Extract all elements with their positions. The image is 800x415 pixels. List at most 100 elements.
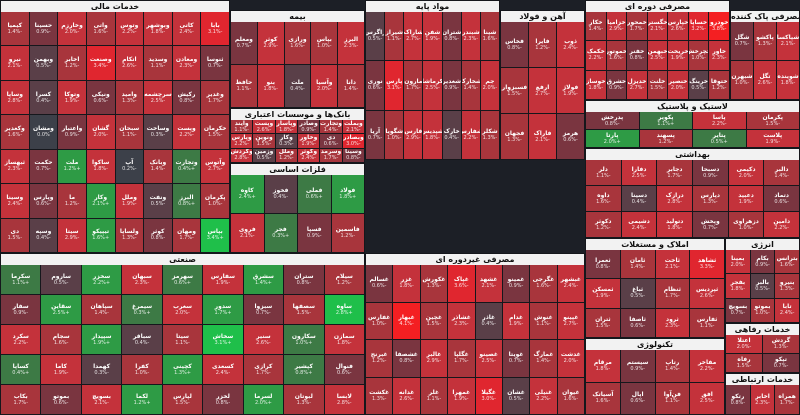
stock-tile[interactable]: سکرما +1.1%	[1, 265, 41, 294]
stock-tile[interactable]: فخاس -0.8%	[501, 22, 528, 67]
sector-cyclical-consumer[interactable]: مصرفی دوره ای خودرو -3.8% خساپا -3.2% خپارس -2…	[585, 0, 730, 100]
stock-tile[interactable]: دتماد -0.6%	[764, 186, 799, 211]
stock-tile[interactable]: سهرمز +0.6%	[162, 265, 203, 294]
stock-tile[interactable]: ثپردیس -2.6%	[690, 279, 724, 308]
stock-tile[interactable]: بپاس -1.0%	[311, 22, 338, 64]
stock-tile[interactable]: غکورش -1.3%	[420, 265, 448, 302]
stock-tile[interactable]: غنوش -1.1%	[530, 302, 557, 339]
sector-non-cyclical-consumer[interactable]: مصرفی غیردوره ای غبشهر -2.4% غگرجی -1.6% غمین…	[365, 253, 585, 415]
stock-tile[interactable]: رکیش -0.8%	[172, 80, 201, 115]
stock-tile[interactable]: تیپیکو +1.6%	[86, 218, 115, 252]
stock-tile[interactable]: وسپه -0.4%	[29, 218, 58, 252]
stock-tile[interactable]: لکما +1.2%	[122, 385, 162, 414]
stock-tile[interactable]: سشرق +1.4%	[243, 265, 284, 294]
stock-tile[interactable]: خکار -1.4%	[586, 12, 606, 41]
stock-tile[interactable]: سبزوا -0.7%	[243, 295, 284, 324]
stock-tile[interactable]: خدیزل -2.7%	[627, 70, 647, 99]
stock-tile[interactable]: سصفها -1.5%	[284, 295, 324, 324]
sector-retail[interactable]: مصرفی پاک کننده شپاکسا -2.1% پاکشو -1.3% شگل -…	[730, 10, 800, 100]
stock-tile[interactable]: ستران -0.8%	[284, 265, 324, 294]
stock-tile[interactable]: غشهد -2.1%	[475, 265, 502, 302]
stock-tile[interactable]: فنوال -0.6%	[324, 355, 364, 384]
stock-tile[interactable]: شغدیر -0.9%	[442, 61, 461, 110]
stock-tile[interactable]: وپاسار -1.8%	[275, 120, 297, 134]
stock-tile[interactable]: وسدید -1.1%	[144, 46, 172, 80]
stock-tile[interactable]: سفارس -1.9%	[203, 265, 243, 294]
stock-tile[interactable]: شگل -0.7%	[731, 22, 753, 60]
stock-tile[interactable]: غاذر -0.4%	[475, 302, 502, 339]
stock-tile[interactable]: داوه -1.6%	[586, 186, 621, 211]
stock-tile[interactable]: غالبر -2.9%	[420, 340, 448, 377]
stock-tile[interactable]: غبهار -4.1%	[393, 302, 420, 339]
stock-tile[interactable]: خپارس -2.6%	[668, 12, 688, 41]
stock-tile[interactable]: کچینی +1.3%	[162, 355, 203, 384]
stock-tile[interactable]: شوینده -1.8%	[777, 61, 799, 99]
stock-tile[interactable]: سجام -1.6%	[41, 325, 81, 354]
stock-tile[interactable]: دامین -2.2%	[764, 212, 799, 237]
stock-tile[interactable]: ثنظام -1.7%	[655, 279, 690, 308]
stock-tile[interactable]: شپنا -1.6%	[480, 12, 499, 61]
stock-tile[interactable]: پاسا -2.2%	[693, 112, 746, 129]
stock-tile[interactable]: آپ -0.2%	[115, 149, 144, 184]
stock-tile[interactable]: سغرب -2.0%	[162, 295, 203, 324]
stock-tile[interactable]: فایرا -1.2%	[529, 22, 556, 67]
stock-tile[interactable]: غگلپا -1.7%	[448, 340, 475, 377]
stock-tile[interactable]: کهمدا -0.3%	[81, 355, 122, 384]
stock-tile[interactable]: دپارس -1.3%	[693, 186, 728, 211]
stock-tile[interactable]: مفاخر -2.2%	[690, 350, 724, 382]
stock-tile[interactable]: غشاذر -2.3%	[448, 302, 475, 339]
stock-tile[interactable]: غمهرا -1.9%	[448, 377, 475, 414]
stock-tile[interactable]: سفار -0.9%	[1, 295, 41, 324]
stock-tile[interactable]: دتولید -1.8%	[657, 212, 692, 237]
stock-tile[interactable]: وصادر -0.9%	[298, 120, 320, 134]
stock-tile[interactable]: شفارس-2.2%	[461, 110, 480, 159]
stock-tile[interactable]: لابسا -2.8%	[324, 385, 364, 414]
stock-tile[interactable]: وتجارت -1.4%	[320, 120, 342, 134]
stock-tile[interactable]: ونوین -1.5%	[253, 134, 275, 148]
stock-tile[interactable]: خبهمن -2.5%	[647, 41, 668, 70]
stock-tile[interactable]: اتکام -2.6%	[115, 46, 144, 80]
stock-tile[interactable]: آسیاتک -1.6%	[586, 382, 620, 414]
stock-tile[interactable]: فاسمین -1.2%	[331, 214, 364, 252]
stock-tile[interactable]: کرازی -1.7%	[243, 355, 284, 384]
stock-tile[interactable]: ثرود -2.3%	[655, 308, 690, 337]
sector-property[interactable]: املاک و مستغلات ثشاهد -3.3% ثاخت -2.1% ثامان -…	[585, 238, 725, 338]
stock-tile[interactable]: وبانک -1.4%	[144, 149, 172, 184]
stock-tile[interactable]: ثعمرا -0.8%	[586, 250, 620, 279]
stock-tile[interactable]: غویتا -0.7%	[502, 340, 530, 377]
stock-tile[interactable]: دلر -1.1%	[586, 160, 621, 185]
stock-tile[interactable]: خریخت -1.9%	[668, 41, 688, 70]
stock-tile[interactable]: خکمک -2.2%	[586, 41, 606, 70]
stock-tile[interactable]: کپشیر +0.8%	[284, 355, 324, 384]
stock-tile[interactable]: همراه -1.7%	[775, 385, 799, 414]
stock-tile[interactable]: سبهان -2.3%	[122, 265, 162, 294]
stock-tile[interactable]: فسپا -0.9%	[298, 214, 331, 252]
stock-tile[interactable]: اعتلا -2.0%	[726, 335, 762, 353]
stock-tile[interactable]: غگرجی -1.6%	[530, 265, 557, 302]
stock-tile[interactable]: خزامیا -2.9%	[606, 12, 627, 41]
stock-tile[interactable]: سیلام -1.2%	[324, 265, 364, 294]
stock-tile[interactable]: شبهرن -1.0%	[731, 61, 753, 99]
stock-tile[interactable]: ومشان 0.0%	[29, 115, 58, 149]
stock-tile[interactable]: کوثر -2.9%	[257, 22, 284, 64]
stock-tile[interactable]: پکرمان -1.5%	[746, 112, 799, 129]
stock-tile[interactable]: فسبزوار -1.5%	[501, 68, 528, 113]
stock-tile[interactable]: غدشت -2.0%	[557, 340, 584, 377]
sector-insurance[interactable]: بیمه البرز -2.3% بپاس -1.0% ورازی -1.6% کوثر -2.…	[230, 10, 365, 108]
stock-tile[interactable]: غنیلی -2.2%	[530, 377, 557, 414]
stock-tile[interactable]: خشرق -0.9%	[606, 70, 627, 99]
stock-tile[interactable]: دشیمی -2.4%	[621, 212, 657, 237]
stock-tile[interactable]: لبوتان -1.3%	[284, 385, 324, 414]
stock-tile[interactable]: واتی -1.6%	[86, 12, 115, 46]
sector-health[interactable]: بهداشتی دالبر -1.4% دکیمی -2.0% دسبحا -0.9% دجا…	[585, 148, 800, 238]
stock-tile[interactable]: لخزر -0.8%	[203, 385, 243, 414]
stock-tile[interactable]: رتکو -0.8%	[726, 385, 750, 414]
stock-tile[interactable]: ثباغ -0.5%	[620, 279, 655, 308]
stock-tile[interactable]: غگیلا -3.0%	[475, 377, 502, 414]
stock-tile[interactable]: غیوان -1.6%	[557, 377, 584, 414]
stock-tile[interactable]: پارس -3.1%	[385, 61, 404, 110]
stock-tile[interactable]: دی -1.5%	[1, 218, 29, 252]
stock-tile[interactable]: ثاصفا -0.6%	[620, 308, 655, 337]
stock-tile[interactable]: ثامان -1.4%	[620, 250, 655, 279]
stock-tile[interactable]: رفاه -1.5%	[726, 354, 762, 372]
